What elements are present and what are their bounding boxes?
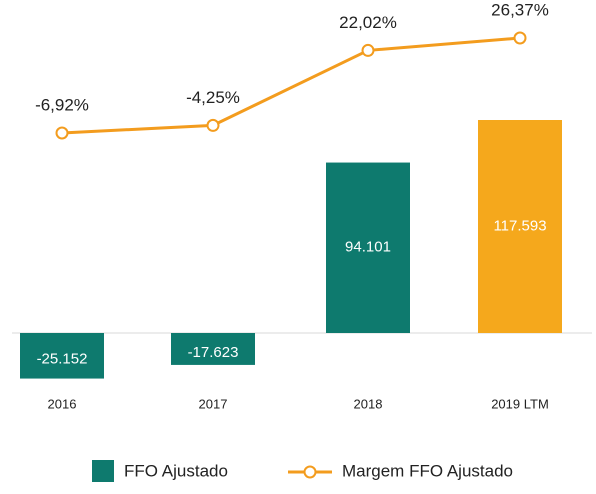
- legend-label: Margem FFO Ajustado: [342, 461, 513, 480]
- line-label: -4,25%: [186, 88, 240, 107]
- x-tick-label: 2018: [354, 396, 383, 411]
- line-marker: [513, 31, 527, 45]
- legend-swatch: [92, 460, 114, 482]
- line: [61, 36, 521, 135]
- bar: [171, 333, 255, 365]
- bar-label: -25.152: [37, 351, 88, 368]
- bar-label: 94.101: [345, 239, 391, 256]
- x-tick-label: 2019 LTM: [491, 396, 549, 411]
- legend-label: FFO Ajustado: [124, 461, 228, 480]
- bar-label: -17.623: [188, 344, 239, 361]
- line-label: 26,37%: [491, 0, 549, 19]
- bar: [478, 120, 562, 333]
- line-label: -6,92%: [35, 95, 89, 114]
- legend-marker: [303, 465, 317, 479]
- bar: [326, 162, 410, 333]
- bar: [20, 333, 104, 379]
- line-marker: [55, 126, 69, 140]
- line-marker: [206, 118, 220, 132]
- line-label: 22,02%: [339, 13, 397, 32]
- x-tick-label: 2017: [199, 396, 228, 411]
- line-marker: [361, 43, 375, 57]
- x-tick-label: 2016: [48, 396, 77, 411]
- bar-label: 117.593: [493, 217, 546, 234]
